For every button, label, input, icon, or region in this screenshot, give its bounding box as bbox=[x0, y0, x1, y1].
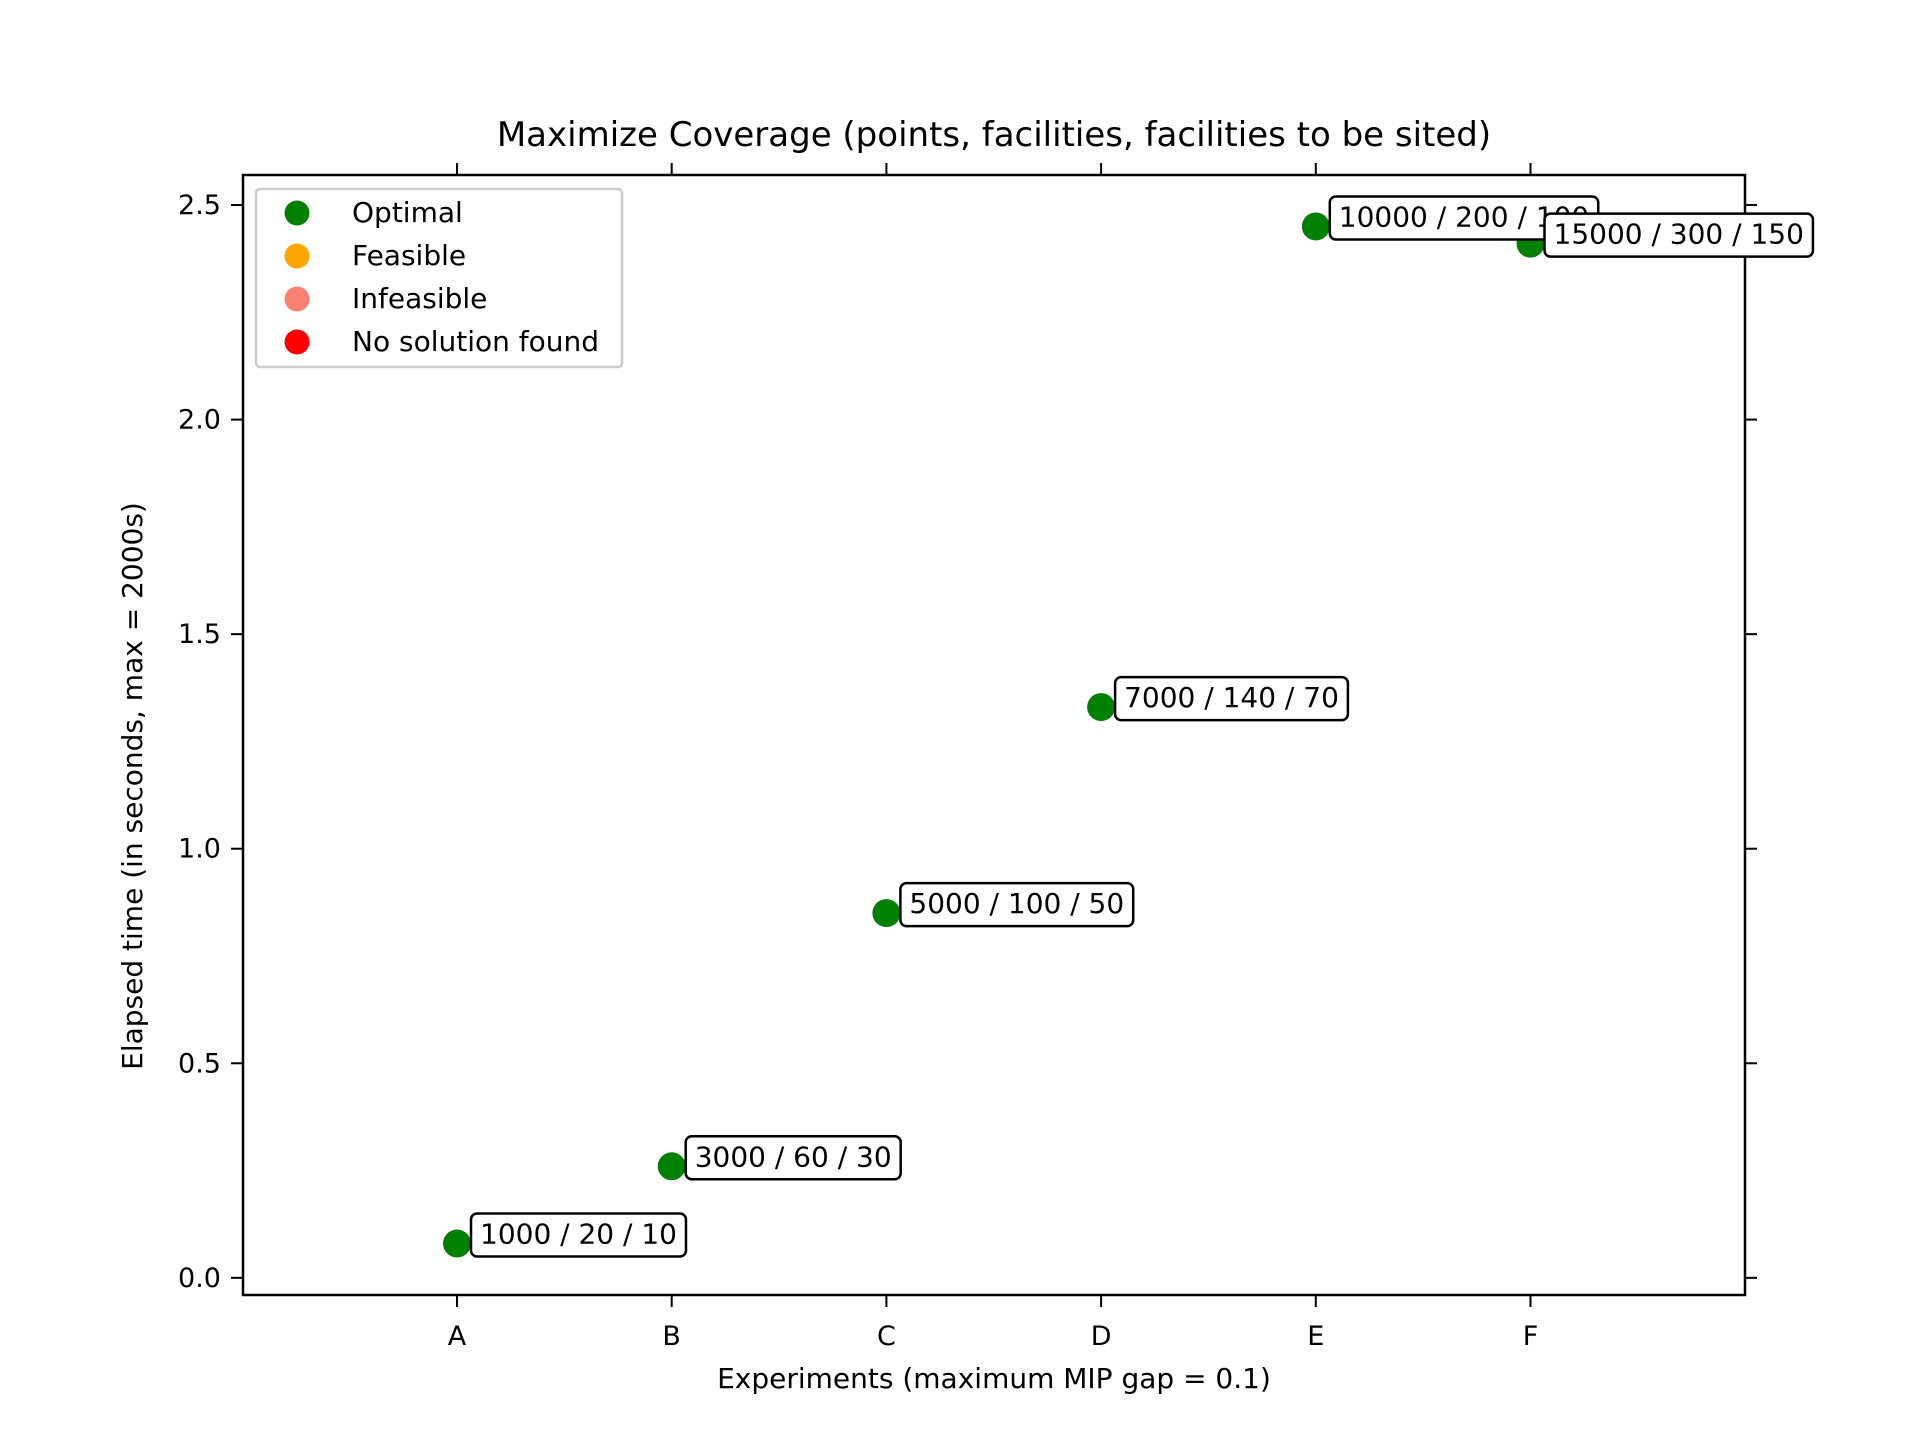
legend-label: No solution found bbox=[352, 325, 599, 358]
data-label: 15000 / 300 / 150 bbox=[1543, 212, 1815, 258]
data-label-text: 15000 / 300 / 150 bbox=[1554, 218, 1804, 251]
y-tick-label: 0.0 bbox=[178, 1263, 221, 1294]
data-point bbox=[443, 1229, 471, 1258]
legend-marker bbox=[284, 200, 310, 226]
data-label-text: 5000 / 100 / 50 bbox=[909, 887, 1124, 920]
legend-label: Optimal bbox=[352, 196, 463, 229]
legend-marker bbox=[284, 329, 310, 355]
x-tick-label: C bbox=[877, 1321, 896, 1352]
data-points-layer: 1000 / 20 / 10 3000 / 60 / 30 5000 / 100 /… bbox=[443, 195, 1815, 1258]
data-label: 7000 / 140 / 70 bbox=[1113, 675, 1350, 722]
data-label-text: 7000 / 140 / 70 bbox=[1124, 681, 1339, 714]
y-axis-label: Elapsed time (in seconds, max = 2000s) bbox=[116, 502, 149, 1070]
data-point bbox=[872, 899, 901, 928]
data-label-box bbox=[1113, 675, 1350, 722]
y-tick-label: 1.5 bbox=[178, 619, 221, 650]
x-tick-label: A bbox=[448, 1321, 467, 1352]
y-tick-label: 0.5 bbox=[178, 1048, 221, 1079]
y-tick-label: 2.5 bbox=[178, 190, 221, 221]
plot-frame bbox=[241, 173, 1747, 1297]
data-label-text: 3000 / 60 / 30 bbox=[695, 1140, 892, 1173]
legend-label: Feasible bbox=[352, 239, 466, 272]
data-label-box bbox=[469, 1212, 688, 1258]
data-point bbox=[1301, 212, 1330, 241]
legend: Optimal Feasible Infeasible No solution fou… bbox=[254, 187, 624, 369]
axes-layer: A B C D E F 0.0 0.5 1.0 1.5 2.0 2.5 bbox=[178, 163, 1757, 1352]
x-tick-label: D bbox=[1091, 1321, 1112, 1352]
data-label-box bbox=[1543, 212, 1815, 258]
y-tick-label: 1.0 bbox=[178, 834, 221, 865]
data-point bbox=[1087, 693, 1116, 722]
data-label: 5000 / 100 / 50 bbox=[899, 881, 1135, 928]
legend-label: Infeasible bbox=[352, 282, 487, 315]
y-tick-label: 2.0 bbox=[178, 405, 221, 436]
legend-marker bbox=[284, 286, 310, 312]
x-axis-label: Experiments (maximum MIP gap = 0.1) bbox=[717, 1362, 1271, 1395]
data-label-box bbox=[899, 881, 1135, 928]
legend-marker bbox=[284, 243, 310, 269]
x-tick-label: F bbox=[1523, 1321, 1539, 1352]
data-label: 1000 / 20 / 10 bbox=[469, 1212, 688, 1258]
data-label-text: 1000 / 20 / 10 bbox=[480, 1218, 677, 1251]
legend-frame bbox=[254, 187, 624, 369]
chart-title: Maximize Coverage (points, facilities, f… bbox=[497, 115, 1491, 155]
data-label-box bbox=[684, 1135, 902, 1181]
data-label: 3000 / 60 / 30 bbox=[684, 1135, 902, 1181]
x-tick-label: B bbox=[662, 1321, 681, 1352]
data-point bbox=[657, 1152, 686, 1181]
x-tick-label: E bbox=[1307, 1321, 1324, 1352]
